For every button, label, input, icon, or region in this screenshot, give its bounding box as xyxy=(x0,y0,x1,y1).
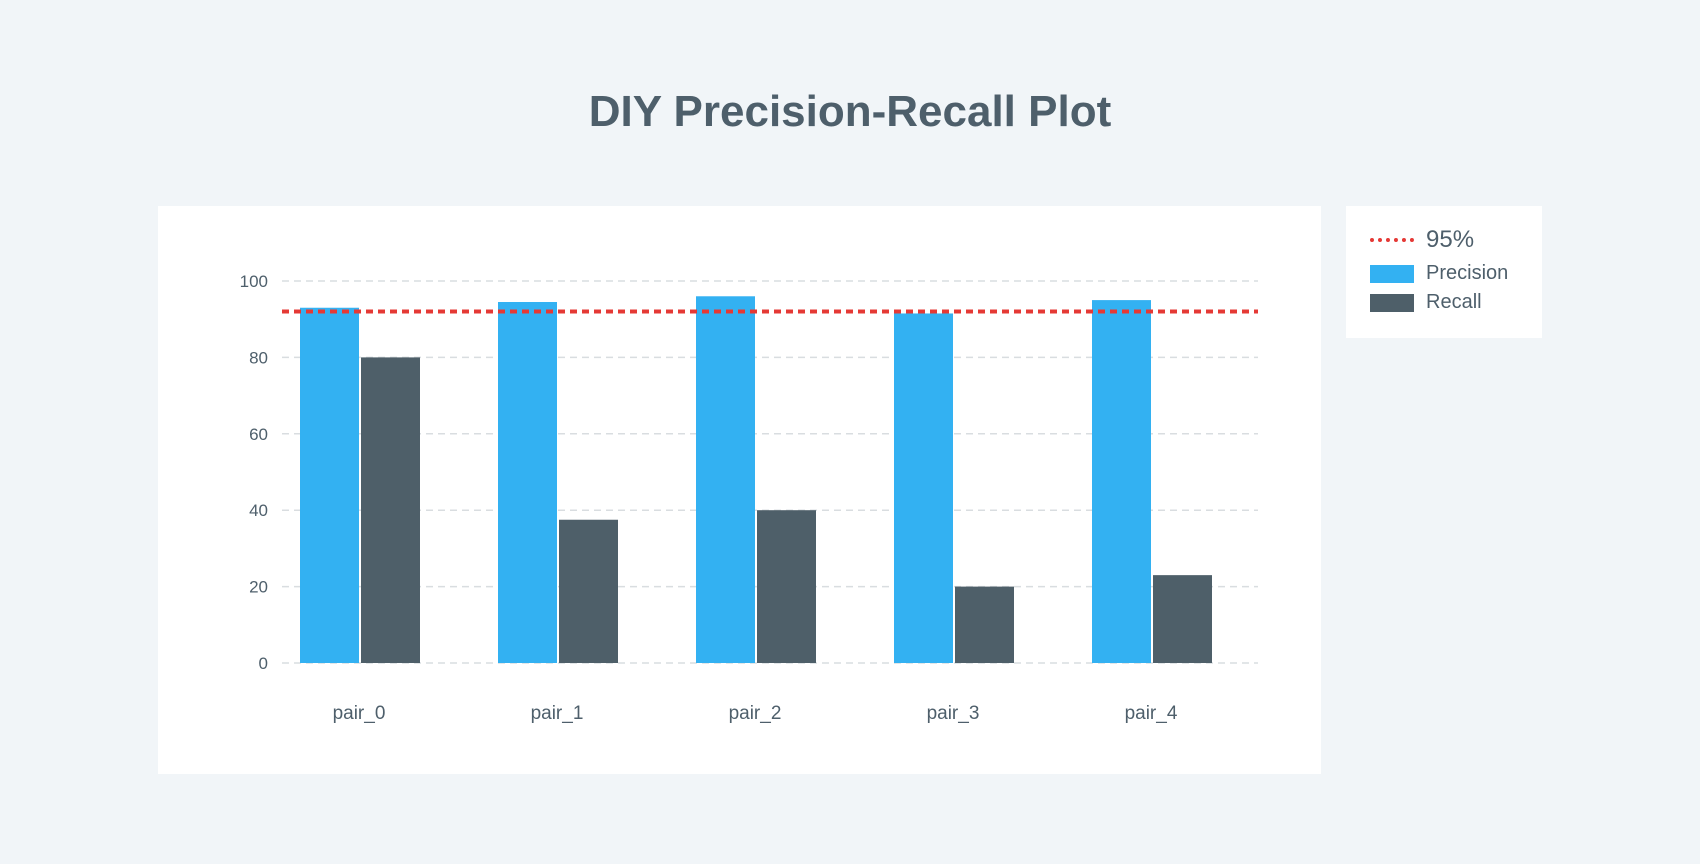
legend-swatch-recall xyxy=(1370,293,1414,312)
chart-title: DIY Precision-Recall Plot xyxy=(588,87,1112,136)
bar-recall-pair_1 xyxy=(559,519,618,663)
y-tick-label: 80 xyxy=(249,348,268,367)
y-tick-label: 100 xyxy=(240,272,268,291)
legend-item-precision[interactable]: Precision xyxy=(1370,262,1508,285)
y-tick-label: 40 xyxy=(249,501,268,520)
x-tick-label: pair_0 xyxy=(333,703,386,724)
bar-recall-pair_4 xyxy=(1153,575,1212,663)
x-tick-label: pair_1 xyxy=(531,703,584,724)
legend-item-reference[interactable]: 95% xyxy=(1370,226,1474,254)
y-tick-label: 20 xyxy=(249,578,268,597)
legend-swatch-reference xyxy=(1370,238,1414,242)
bar-recall-pair_3 xyxy=(955,586,1014,663)
bar-recall-pair_0 xyxy=(361,357,420,663)
legend-label-recall: Recall xyxy=(1426,291,1482,313)
legend-label-reference: 95% xyxy=(1426,226,1475,253)
y-tick-label: 60 xyxy=(249,425,268,444)
bar-recall-pair_2 xyxy=(757,510,816,663)
legend-label-precision: Precision xyxy=(1426,262,1509,284)
bar-precision-pair_0 xyxy=(300,307,359,663)
bar-precision-pair_3 xyxy=(894,313,953,663)
x-tick-label: pair_4 xyxy=(1125,703,1178,724)
legend-swatch-precision xyxy=(1370,264,1414,283)
legend-item-recall[interactable]: Recall xyxy=(1370,291,1482,314)
y-tick-label: 0 xyxy=(259,654,268,673)
x-tick-label: pair_3 xyxy=(927,703,980,724)
bar-precision-pair_4 xyxy=(1092,300,1151,663)
legend: 95% Precision Recall xyxy=(1346,206,1542,338)
x-tick-label: pair_2 xyxy=(729,703,782,724)
bar-precision-pair_1 xyxy=(498,302,557,663)
plot-area: 0 20 40 60 80 100 pair_0 pair_1 pair_2 pair_3 pair… xyxy=(158,206,1321,774)
bar-precision-pair_2 xyxy=(696,296,755,663)
chart-svg: 0 20 40 60 80 100 pair_0 pair_1 pair_2 pair_3 pair… xyxy=(240,272,1258,724)
